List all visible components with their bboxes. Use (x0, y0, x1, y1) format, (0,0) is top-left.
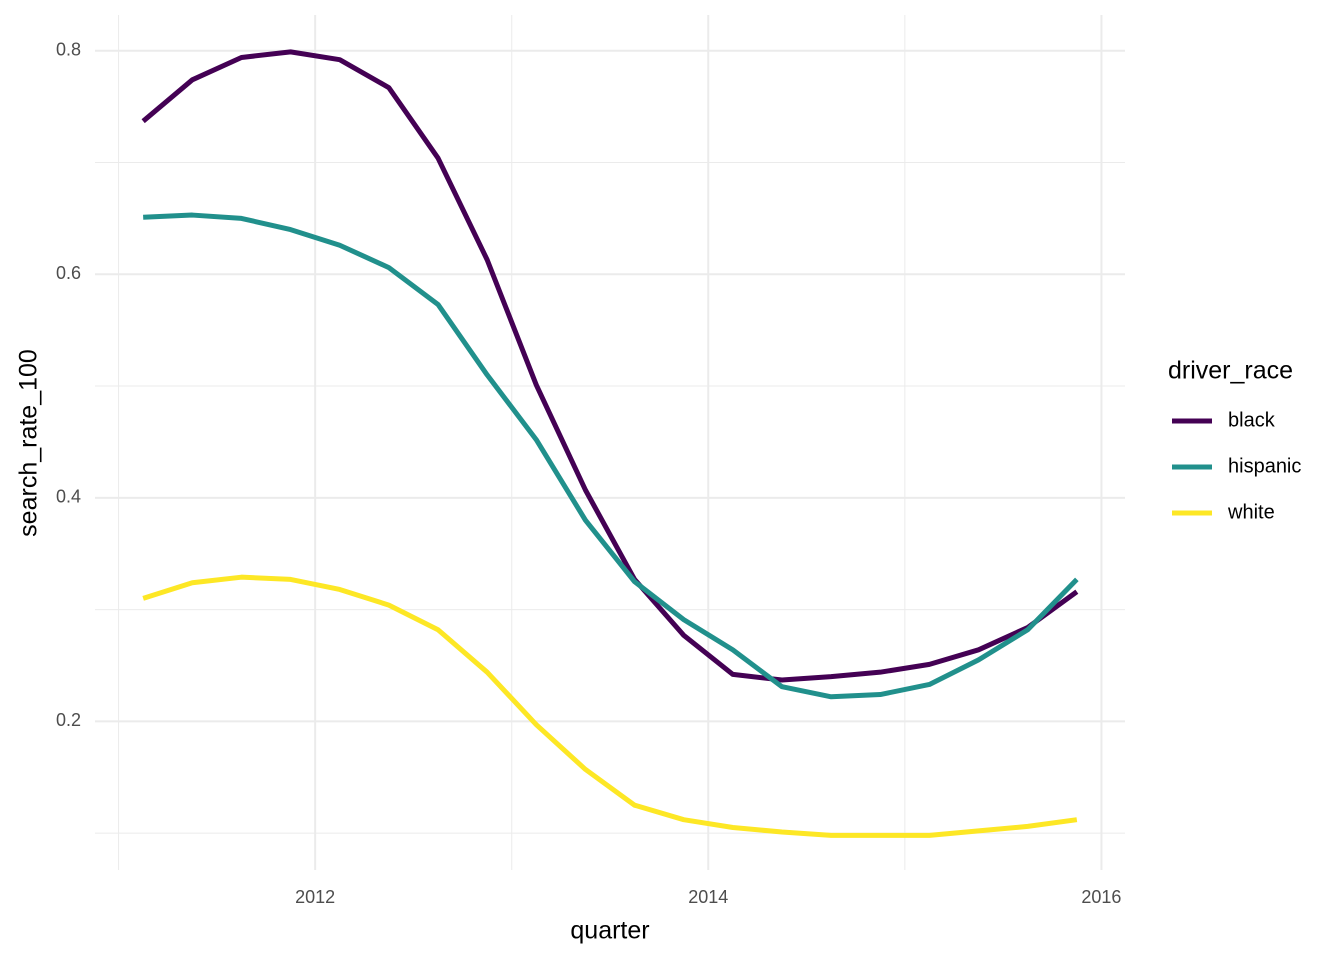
series-line (142, 574, 1078, 838)
x-tick-label: 2012 (295, 887, 335, 907)
x-axis-title: quarter (570, 917, 649, 945)
x-tick-label: 2016 (1081, 887, 1121, 907)
legend-label: hispanic (1228, 455, 1301, 477)
x-tick-label: 2014 (688, 887, 728, 907)
legend-label: white (1227, 501, 1275, 523)
y-tick-label: 0.2 (56, 710, 81, 730)
legend-label: black (1228, 409, 1276, 431)
series-line (143, 212, 1079, 700)
y-tick-label: 0.8 (56, 40, 81, 60)
y-tick-label: 0.6 (56, 263, 81, 283)
y-axis-title: search_rate_100 (15, 349, 43, 537)
y-tick-label: 0.4 (56, 487, 81, 507)
series-line (141, 49, 1079, 683)
legend-title: driver_race (1168, 357, 1293, 385)
